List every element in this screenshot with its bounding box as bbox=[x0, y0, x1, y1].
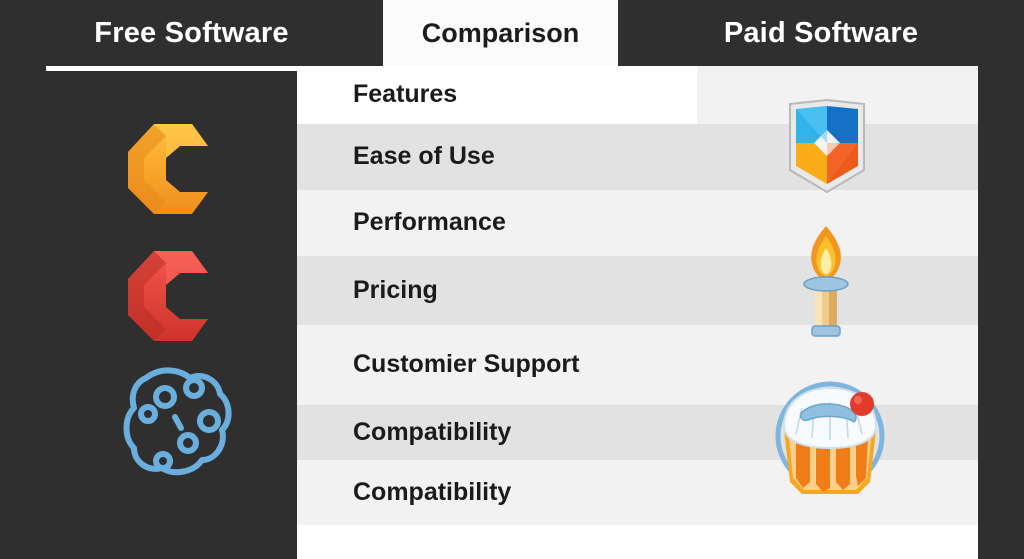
frosted-cake-icon bbox=[762, 378, 898, 504]
angular-c-logo-red bbox=[122, 245, 222, 345]
comparison-row-label: Ease of Use bbox=[353, 142, 495, 170]
comparison-row[interactable]: Features bbox=[297, 66, 978, 124]
comparison-row[interactable]: Compatibility bbox=[297, 460, 978, 525]
paid-software-title: Paid Software bbox=[723, 16, 919, 49]
panel-bottom-strip bbox=[297, 525, 978, 559]
comparison-row-label: Performance bbox=[353, 208, 506, 236]
comparison-row-label: Features bbox=[353, 80, 458, 108]
header-paid-software: Paid Software bbox=[618, 0, 1024, 66]
comparison-row[interactable]: Customier Support bbox=[297, 325, 978, 405]
comparison-row-label: Pricing bbox=[353, 275, 438, 304]
header-free-software: Free Software bbox=[0, 0, 383, 66]
angular-c-logo-orange bbox=[122, 118, 222, 218]
comparison-tab-label: Comparison bbox=[421, 17, 580, 48]
lit-candle-icon bbox=[795, 222, 857, 338]
comparison-row[interactable]: Ease of Use bbox=[297, 124, 978, 190]
comparison-row-label: Compatibility bbox=[353, 417, 512, 446]
comparison-row-label: Compatibility bbox=[353, 477, 512, 506]
comparison-row[interactable]: Performance bbox=[297, 190, 978, 256]
free-software-underline bbox=[46, 66, 297, 71]
comparison-row-label: Customier Support bbox=[353, 350, 580, 378]
tab-comparison[interactable]: Comparison bbox=[383, 0, 618, 66]
free-software-title: Free Software bbox=[94, 16, 289, 49]
cookie-outline-logo bbox=[118, 364, 238, 479]
comparison-row[interactable]: Pricing bbox=[297, 256, 978, 325]
shield-quadrant-icon bbox=[782, 98, 872, 194]
